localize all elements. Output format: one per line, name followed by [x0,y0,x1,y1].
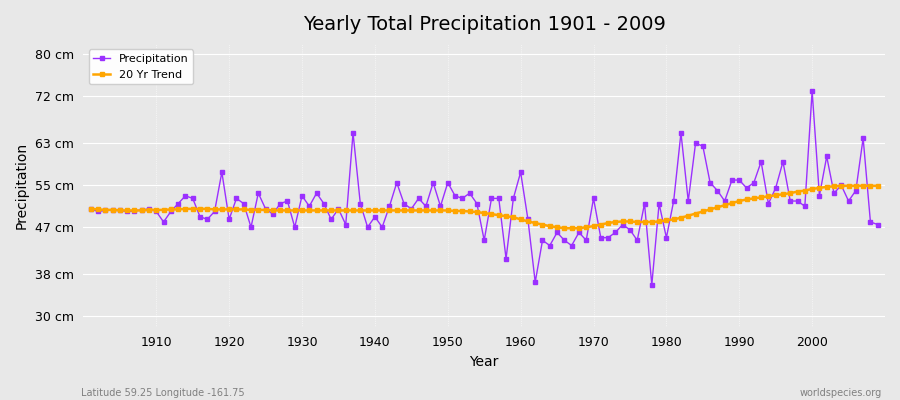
20 Yr Trend [304,208,315,213]
Precipitation [806,89,817,94]
20 Yr Trend [144,208,155,212]
20 Yr Trend [836,184,847,188]
Precipitation [508,196,518,201]
Title: Yearly Total Precipitation 1901 - 2009: Yearly Total Precipitation 1901 - 2009 [302,15,666,34]
X-axis label: Year: Year [470,355,499,369]
Precipitation [646,282,657,287]
Legend: Precipitation, 20 Yr Trend: Precipitation, 20 Yr Trend [89,50,194,84]
20 Yr Trend [86,206,96,211]
Line: 20 Yr Trend: 20 Yr Trend [89,184,879,230]
20 Yr Trend [347,208,358,213]
Line: Precipitation: Precipitation [89,89,879,286]
Precipitation [872,222,883,227]
Precipitation [86,206,96,211]
Precipitation [515,170,526,175]
20 Yr Trend [508,215,518,220]
Precipitation [144,206,155,211]
Precipitation [603,235,614,240]
20 Yr Trend [559,226,570,231]
20 Yr Trend [610,220,621,224]
Precipitation [347,130,358,135]
Y-axis label: Precipitation: Precipitation [15,142,29,229]
20 Yr Trend [515,217,526,222]
Precipitation [304,204,315,209]
Text: worldspecies.org: worldspecies.org [800,388,882,398]
20 Yr Trend [872,184,883,188]
Text: Latitude 59.25 Longitude -161.75: Latitude 59.25 Longitude -161.75 [81,388,245,398]
